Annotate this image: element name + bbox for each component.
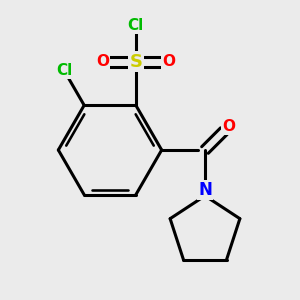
- Text: O: O: [163, 54, 176, 69]
- Text: N: N: [198, 181, 212, 199]
- Text: O: O: [96, 54, 109, 69]
- Text: S: S: [129, 53, 142, 71]
- Text: Cl: Cl: [128, 18, 144, 33]
- Text: Cl: Cl: [56, 63, 72, 78]
- Text: O: O: [222, 119, 235, 134]
